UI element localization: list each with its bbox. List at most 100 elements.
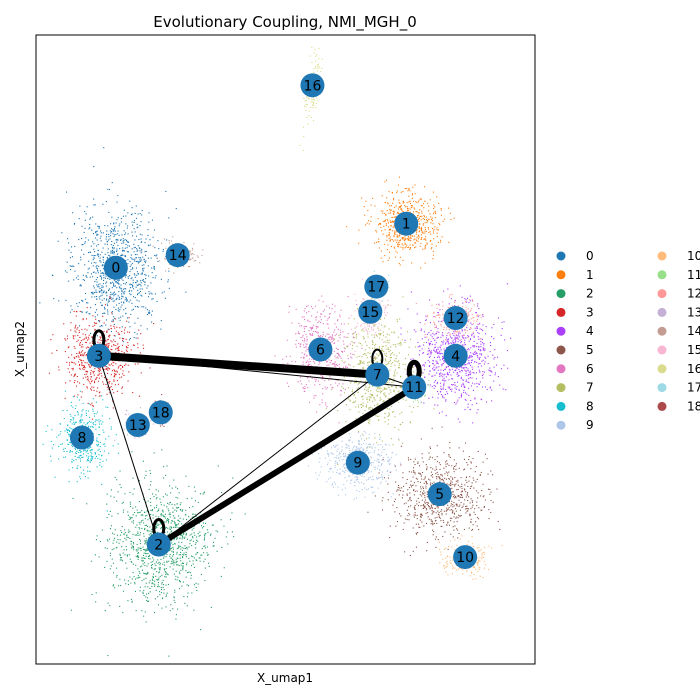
legend-label: 10 [687,249,700,263]
legend-marker [657,345,667,355]
cluster-cells-0 [39,147,187,368]
cluster-node-2: 2 [146,532,171,557]
cluster-cells-16 [299,46,323,151]
cluster-node-label: 8 [77,431,86,447]
legend-entry-8: 8 [556,399,594,413]
edge-2-11 [155,384,418,548]
legend-entry-14: 14 [657,324,700,338]
cluster-node-label: 13 [129,418,147,434]
legend-marker [556,270,566,280]
cluster-node-1: 1 [394,211,419,236]
legend-label: 3 [586,305,594,319]
legend-entry-3: 3 [556,305,594,319]
cluster-node-12: 12 [443,306,468,331]
legend-entry-15: 15 [657,343,700,357]
legend-entry-5: 5 [556,343,594,357]
legend-entry-1: 1 [556,268,594,282]
edge-2-7 [158,374,378,545]
cluster-node-label: 15 [361,305,379,321]
edge-3-11 [98,355,415,388]
legend-label: 11 [687,268,700,282]
cluster-node-label: 17 [367,280,385,296]
cluster-node-label: 9 [353,456,362,472]
legend-entry-13: 13 [657,305,700,319]
legend-marker [556,326,566,336]
legend-marker [556,420,566,430]
cluster-node-18: 18 [148,400,173,425]
legend-entry-10: 10 [657,249,700,263]
cluster-node-7: 7 [365,362,390,387]
cluster-node-label: 12 [447,311,465,327]
legend-marker [657,383,667,393]
legend-marker [556,383,566,393]
cluster-node-16: 16 [300,73,325,98]
legend-label: 9 [586,418,594,432]
legend-entry-2: 2 [556,287,594,301]
cluster-node-label: 4 [451,349,460,365]
legend-entry-11: 11 [657,268,700,282]
edge-3-7 [94,351,382,379]
legend-entry-16: 16 [657,362,700,376]
legend-entry-9: 9 [556,418,594,432]
cluster-node-label: 2 [154,537,163,553]
legend-label: 17 [687,381,700,395]
cluster-node-11: 11 [402,375,427,400]
cluster-node-0: 0 [103,255,128,280]
legend-marker [657,401,667,411]
y-axis-label: X_umap2 [13,321,27,377]
legend-entry-7: 7 [556,381,594,395]
legend-label: 4 [586,324,594,338]
cluster-node-3: 3 [86,343,111,368]
legend-label: 15 [687,343,700,357]
plot-frame [35,34,536,665]
cluster-node-label: 6 [316,343,325,359]
legend-entry-12: 12 [657,287,700,301]
cluster-node-17: 17 [364,274,389,299]
legend-marker [556,289,566,299]
cluster-node-8: 8 [69,425,94,450]
legend-label: 18 [687,399,700,413]
cluster-node-label: 10 [456,550,474,566]
cluster-node-label: 14 [169,248,187,264]
cluster-node-label: 16 [304,78,322,94]
legend-label: 13 [687,305,700,319]
legend-entry-6: 6 [556,362,594,376]
legend-label: 0 [586,249,594,263]
legend-label: 5 [586,343,594,357]
cluster-node-9: 9 [345,450,370,475]
cluster-cells-5 [367,426,501,556]
legend-label: 16 [687,362,700,376]
legend-marker [556,307,566,317]
legend-label: 7 [586,381,594,395]
edge-3-2 [98,355,160,545]
legend-marker [657,326,667,336]
cluster-node-label: 1 [402,217,411,233]
legend-label: 12 [687,287,700,301]
cluster-node-label: 7 [373,368,382,384]
cluster-node-15: 15 [358,299,383,324]
cluster-node-4: 4 [443,343,468,368]
x-axis-label: X_umap1 [257,671,313,685]
legend-label: 8 [586,399,594,413]
cluster-node-label: 5 [435,487,444,503]
legend-label: 2 [586,287,594,301]
legend-entry-4: 4 [556,324,594,338]
cluster-node-label: 11 [405,380,423,396]
legend-marker [657,270,667,280]
cluster-node-label: 0 [111,261,120,277]
legend-marker [556,401,566,411]
cluster-node-5: 5 [427,482,452,507]
legend-label: 6 [586,362,594,376]
chart-title: Evolutionary Coupling, NMI_MGH_0 [153,13,417,32]
legend-marker [657,289,667,299]
cluster-node-label: 18 [152,405,170,421]
legend-marker [657,364,667,374]
cluster-node-13: 13 [125,412,150,437]
coupling-edges [92,329,422,548]
legend-entry-0: 0 [556,249,594,263]
legend-entry-17: 17 [657,381,700,395]
cluster-node-10: 10 [453,545,478,570]
